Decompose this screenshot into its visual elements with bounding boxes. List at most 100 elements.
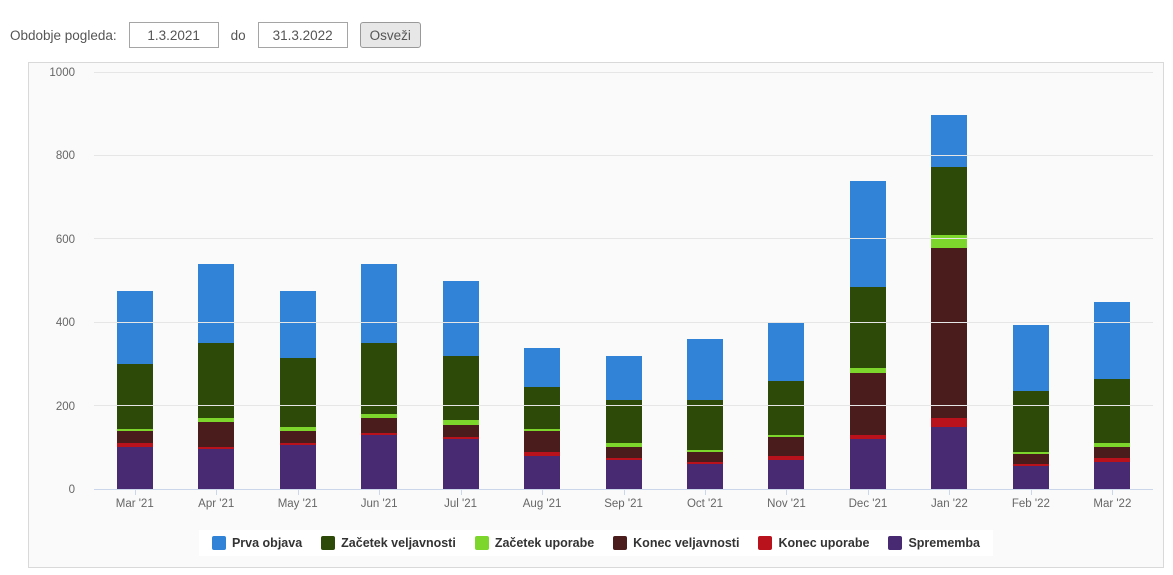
bar-segment[interactable] [524,451,561,456]
bar-segment[interactable] [198,418,235,423]
bar-segment[interactable] [687,451,724,462]
bar-segment[interactable] [1094,457,1131,462]
bar-segment[interactable] [116,428,153,431]
bar-segment[interactable] [361,264,398,344]
bar-segment[interactable] [116,430,153,444]
legend-item[interactable]: Konec veljavnosti [613,536,739,550]
bar-segment[interactable] [1012,464,1049,467]
bar-segment[interactable] [442,437,479,440]
bar-segment[interactable] [687,464,724,489]
bar-segment[interactable] [931,418,968,427]
x-axis: Mar '21 Apr '21 May '21 Jun '21 Jul '21 Aug '… [94,490,1153,516]
bar-slot [420,281,501,489]
bar-segment[interactable] [687,399,724,450]
bar-segment[interactable] [687,461,724,465]
bar-segment[interactable] [1094,301,1131,379]
bar-segment[interactable] [931,166,968,236]
bar-segment[interactable] [198,343,235,419]
x-tick [786,490,788,495]
bar-segment[interactable] [768,459,805,489]
date-from-input[interactable] [128,22,219,48]
bar-segment[interactable] [116,291,153,365]
bar-segment[interactable] [279,426,316,431]
legend-item[interactable]: Sprememba [888,536,980,550]
x-axis-label: Jan '22 [909,490,990,516]
bar-segment[interactable] [849,181,886,288]
bar-segment[interactable] [361,418,398,433]
bar-segment[interactable] [361,343,398,415]
bar-segment[interactable] [768,434,805,438]
bar-segment[interactable] [768,437,805,456]
chart-body: 0 200 400 600 800 1000 [29,67,1163,496]
bar-segment[interactable] [279,430,316,444]
bar-segment[interactable] [1094,378,1131,444]
bar-segment[interactable] [1012,453,1049,465]
bar-segment[interactable] [524,347,561,388]
bar-segment[interactable] [849,372,886,435]
bar-segment[interactable] [279,291,316,358]
bar-segment[interactable] [1094,461,1131,489]
bar-segment[interactable] [116,364,153,429]
bar-segment[interactable] [605,399,642,444]
bar-segment[interactable] [524,430,561,452]
legend-item[interactable]: Začetek uporabe [474,536,594,550]
bar-segment[interactable] [1094,443,1131,448]
bar-segment[interactable] [198,449,235,489]
bar-segment[interactable] [279,443,316,446]
bar-segment[interactable] [687,339,724,400]
bar-segment[interactable] [849,368,886,373]
bar-segment[interactable] [768,455,805,460]
x-tick [216,490,218,495]
bar-segment[interactable] [361,414,398,419]
refresh-button[interactable]: Osveži [359,22,421,48]
bar-segment[interactable] [442,355,479,421]
bar-segment[interactable] [1012,324,1049,392]
bar-segment[interactable] [931,247,968,419]
bar-segment[interactable] [361,432,398,435]
bar-segment[interactable] [605,459,642,489]
legend-swatch-icon [474,536,489,550]
bar-segment[interactable] [279,445,316,489]
bar-segment[interactable] [1012,466,1049,489]
bar-segment[interactable] [442,420,479,425]
bar-segment[interactable] [198,447,235,450]
bar-segment[interactable] [279,358,316,427]
bar-segment[interactable] [116,447,153,489]
bar-segment[interactable] [1012,391,1049,452]
x-tick [623,490,625,495]
bar-segment[interactable] [198,422,235,448]
bar-segment[interactable] [768,322,805,381]
bar-segment[interactable] [605,443,642,448]
bar-segment[interactable] [605,457,642,460]
bar-segment[interactable] [116,443,153,448]
legend-item[interactable]: Prva objava [211,536,302,550]
legend-item[interactable]: Začetek veljavnosti [321,536,456,550]
bar-segment[interactable] [931,114,968,167]
date-to-input[interactable] [257,22,348,48]
bar-segment[interactable] [442,281,479,356]
bar-segment[interactable] [605,355,642,400]
bar [849,181,886,489]
bar-segment[interactable] [442,424,479,438]
bar-segment[interactable] [931,426,968,489]
bar-segment[interactable] [361,434,398,489]
bar-segment[interactable] [687,449,724,452]
bar-segment[interactable] [931,235,968,248]
bar-segment[interactable] [442,439,479,489]
legend-item[interactable]: Konec uporabe [758,536,869,550]
bar-segment[interactable] [524,428,561,431]
bar-segment[interactable] [1094,447,1131,458]
bar [687,339,724,489]
bar-segment[interactable] [524,387,561,429]
bar-segment[interactable] [768,380,805,435]
bar-segment[interactable] [524,455,561,489]
x-axis-label: Sep '21 [583,490,664,516]
bar-segment[interactable] [849,287,886,369]
bar-segment[interactable] [849,434,886,440]
bar-segment[interactable] [1012,451,1049,454]
bars-container [94,73,1153,489]
x-axis-label: Aug '21 [501,490,582,516]
bar-segment[interactable] [849,439,886,489]
bar-segment[interactable] [605,447,642,458]
bar-segment[interactable] [198,264,235,344]
